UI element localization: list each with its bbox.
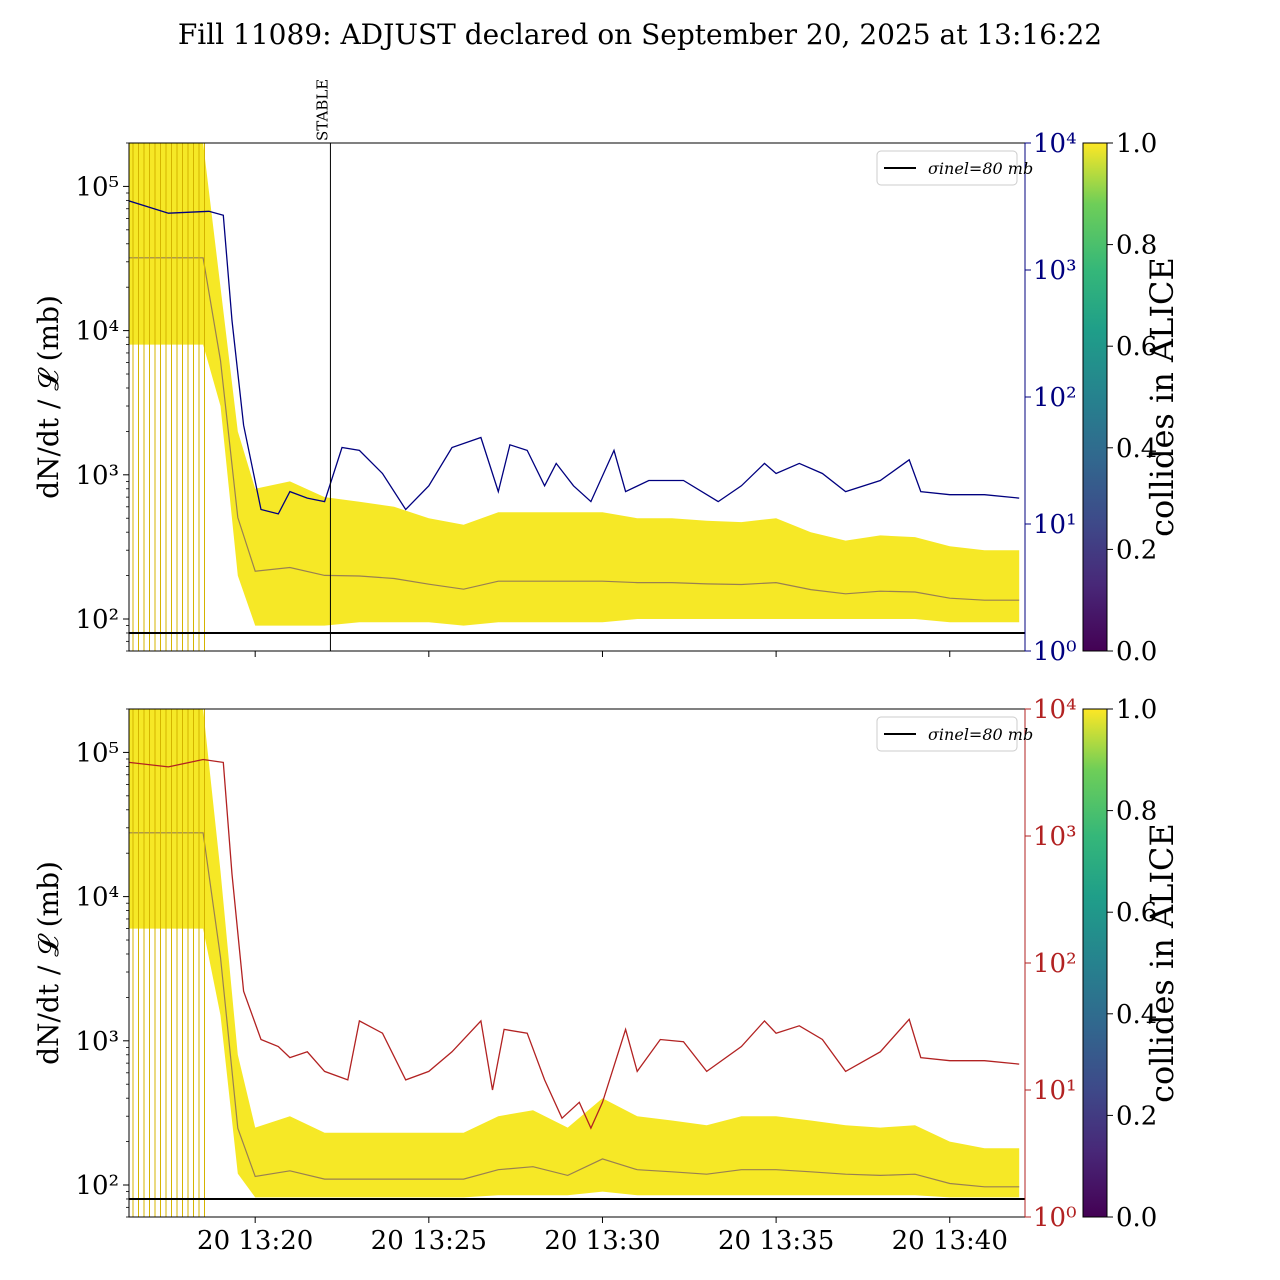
colorbar-tick-label: 0.2 xyxy=(1116,1101,1157,1131)
purple-trace xyxy=(129,257,1020,601)
top-panel: 10² 10³ 10⁴ 10⁵ dN/dt / 𝓛 (mb) 10⁰ 10¹ 10² 10³ 10… xyxy=(32,79,1181,667)
colorbar: 0.0 0.2 0.4 0.6 0.8 1.0 collides in ALICE xyxy=(1082,695,1181,1233)
legend-label: σinel=80 mb xyxy=(928,725,1033,744)
right-y-tick-label: 10¹ xyxy=(1033,510,1077,540)
x-tick-label: 20 13:20 xyxy=(197,1226,313,1256)
yellow-trace-band xyxy=(129,143,1020,626)
colorbar-tick-label: 0.0 xyxy=(1116,1203,1157,1233)
plot-area xyxy=(129,143,1025,651)
y-tick-label: 10⁴ xyxy=(75,883,119,913)
right-y-tick-label: 10⁰ xyxy=(1033,1203,1077,1233)
purple-trace xyxy=(129,832,1020,1188)
right-y-tick-label: 10⁰ xyxy=(1033,637,1077,667)
bottom-panel: 10² 10³ 10⁴ 10⁵ dN/dt / 𝓛 (mb) 10⁰ 10¹ 10² 10³ 10… xyxy=(32,695,1181,1256)
colorbar-label: collides in ALICE xyxy=(1143,257,1181,537)
right-y-tick-label: 10³ xyxy=(1033,256,1077,286)
legend-box xyxy=(876,150,1018,186)
y-tick-label: 10² xyxy=(75,1171,119,1201)
colorbar-tick-label: 0.4 xyxy=(1116,434,1157,464)
y-tick-label: 10⁵ xyxy=(75,172,119,202)
yellow-trace-band xyxy=(129,709,1020,1198)
y-tick-label: 10² xyxy=(75,605,119,635)
legend-label: σinel=80 mb xyxy=(928,159,1033,178)
figure-title: Fill 11089: ADJUST declared on September… xyxy=(177,18,1103,51)
colorbar-tick-label: 0.2 xyxy=(1116,535,1157,565)
legend-box xyxy=(876,716,1018,752)
y-tick-label: 10⁴ xyxy=(75,317,119,347)
y-tick-label: 10³ xyxy=(75,461,119,491)
legend: σinel=80 mb xyxy=(876,716,1033,752)
x-tick-label: 20 13:35 xyxy=(718,1226,834,1256)
y-tick-label: 10⁵ xyxy=(75,738,119,768)
legend: σinel=80 mb xyxy=(876,150,1033,186)
colorbar-tick-label: 0.8 xyxy=(1116,797,1157,827)
x-tick-label: 20 13:30 xyxy=(544,1226,660,1256)
right-y-tick-label: 10¹ xyxy=(1033,1076,1077,1106)
right-y-tick-label: 10³ xyxy=(1033,822,1077,852)
y-axis-label: dN/dt / 𝓛 (mb) xyxy=(32,295,65,499)
colorbar-gradient xyxy=(1082,142,1108,652)
colorbar-tick-label: 0.4 xyxy=(1116,1000,1157,1030)
colorbar-tick-label: 0.6 xyxy=(1116,332,1157,362)
secondary-series-line xyxy=(129,758,1020,1130)
stable-marker-label: STABLE xyxy=(313,79,331,141)
y-axis-label: dN/dt / 𝓛 (mb) xyxy=(32,861,65,1065)
colorbar-gradient xyxy=(1082,708,1108,1218)
x-tick-label: 20 13:25 xyxy=(371,1226,487,1256)
colorbar: 0.0 0.2 0.4 0.6 0.8 1.0 collides in ALICE xyxy=(1082,129,1181,667)
secondary-series-line xyxy=(129,200,1020,515)
right-y-tick-label: 10⁴ xyxy=(1033,695,1077,725)
colorbar-tick-label: 0.8 xyxy=(1116,231,1157,261)
colorbar-label: collides in ALICE xyxy=(1143,823,1181,1103)
colorbar-tick-label: 0.6 xyxy=(1116,898,1157,928)
colorbar-tick-label: 1.0 xyxy=(1116,129,1157,159)
right-y-tick-label: 10² xyxy=(1033,949,1077,979)
right-y-tick-label: 10⁴ xyxy=(1033,129,1077,159)
colorbar-tick-label: 1.0 xyxy=(1116,695,1157,725)
plot-area xyxy=(129,709,1025,1217)
y-tick-label: 10³ xyxy=(75,1027,119,1057)
x-tick-label: 20 13:40 xyxy=(892,1226,1008,1256)
colorbar-tick-label: 0.0 xyxy=(1116,637,1157,667)
right-y-tick-label: 10² xyxy=(1033,383,1077,413)
